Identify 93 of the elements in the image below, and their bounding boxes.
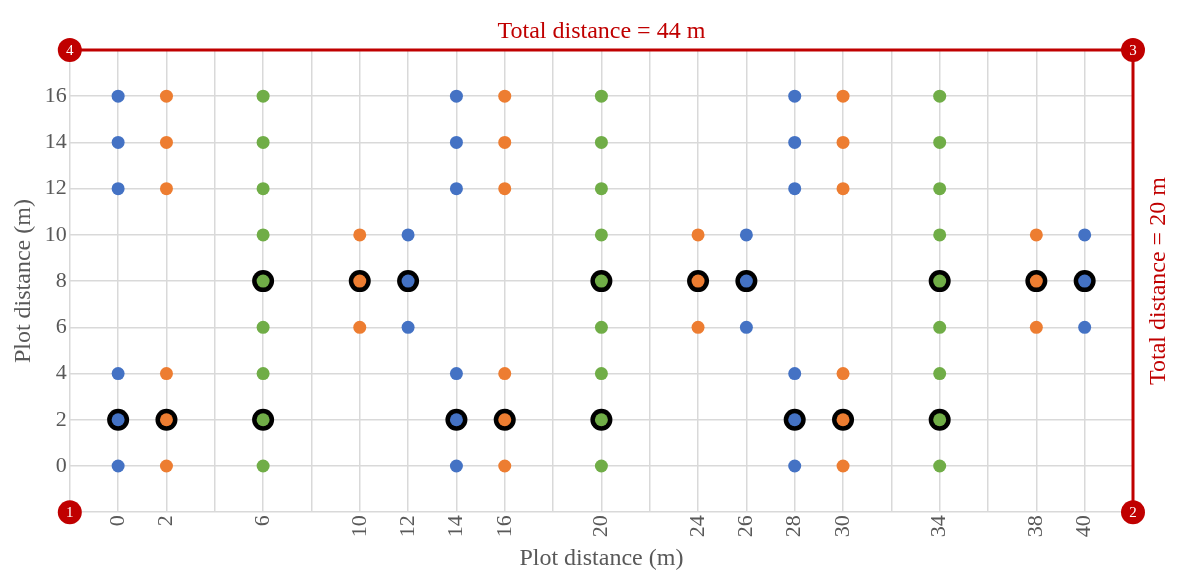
y-tick-label: 16 bbox=[44, 82, 67, 107]
point bbox=[739, 320, 753, 334]
point bbox=[449, 89, 463, 103]
x-tick-label: 12 bbox=[393, 515, 419, 538]
point bbox=[498, 89, 512, 103]
point bbox=[498, 135, 512, 149]
point bbox=[498, 367, 512, 381]
point bbox=[594, 459, 608, 473]
point bbox=[256, 459, 270, 473]
point bbox=[594, 320, 608, 334]
point bbox=[256, 135, 270, 149]
point bbox=[594, 367, 608, 381]
point bbox=[111, 182, 125, 196]
x-tick-label: 10 bbox=[345, 515, 371, 538]
y-tick-label: 10 bbox=[44, 220, 67, 246]
y-tick-label: 12 bbox=[44, 174, 67, 200]
point bbox=[691, 320, 705, 334]
point bbox=[1078, 320, 1092, 334]
point bbox=[256, 320, 270, 334]
point bbox=[256, 367, 270, 381]
point bbox=[1078, 228, 1092, 242]
point bbox=[401, 320, 415, 334]
point bbox=[836, 182, 850, 196]
point bbox=[1029, 320, 1043, 334]
point bbox=[111, 367, 125, 381]
x-tick-label: 26 bbox=[732, 515, 758, 538]
point bbox=[933, 367, 947, 381]
annotation: Total distance = 44 m bbox=[497, 17, 706, 44]
x-axis-title: Plot distance (m) bbox=[519, 543, 684, 570]
point bbox=[256, 89, 270, 103]
y-tick-label: 6 bbox=[55, 313, 67, 339]
x-tick-label: 28 bbox=[780, 515, 806, 538]
y-tick-label: 4 bbox=[55, 359, 67, 385]
annotation: 1 bbox=[66, 504, 74, 521]
x-tick-label: 30 bbox=[828, 515, 854, 538]
point bbox=[449, 135, 463, 149]
point bbox=[594, 228, 608, 242]
point bbox=[933, 182, 947, 196]
point bbox=[159, 135, 173, 149]
point bbox=[449, 367, 463, 381]
y-tick-label: 8 bbox=[55, 266, 67, 292]
y-tick-label: 2 bbox=[55, 405, 67, 431]
x-tick-label: 20 bbox=[587, 515, 613, 538]
point bbox=[1029, 228, 1043, 242]
point bbox=[159, 89, 173, 103]
point bbox=[353, 228, 367, 242]
point bbox=[836, 459, 850, 473]
x-tick-label: 40 bbox=[1070, 515, 1096, 538]
point bbox=[159, 182, 173, 196]
point bbox=[111, 459, 125, 473]
x-tick-label: 34 bbox=[925, 515, 951, 538]
annotation: Total distance = 20 m bbox=[1144, 176, 1171, 386]
x-tick-label: 16 bbox=[490, 515, 516, 538]
point bbox=[788, 182, 802, 196]
point bbox=[594, 182, 608, 196]
x-tick-label: 38 bbox=[1022, 515, 1048, 538]
point bbox=[933, 135, 947, 149]
y-axis-title: Plot distance (m) bbox=[8, 199, 35, 364]
point bbox=[739, 228, 753, 242]
point bbox=[933, 320, 947, 334]
x-tick-label: 6 bbox=[248, 515, 274, 527]
point bbox=[594, 135, 608, 149]
point bbox=[594, 89, 608, 103]
point bbox=[788, 459, 802, 473]
x-tick-label: 14 bbox=[442, 515, 468, 538]
point bbox=[353, 320, 367, 334]
point bbox=[449, 459, 463, 473]
point bbox=[159, 367, 173, 381]
point bbox=[933, 459, 947, 473]
point bbox=[256, 182, 270, 196]
point bbox=[256, 228, 270, 242]
x-tick-label: 24 bbox=[683, 515, 709, 538]
point bbox=[159, 459, 173, 473]
point bbox=[691, 228, 705, 242]
point bbox=[836, 135, 850, 149]
point bbox=[401, 228, 415, 242]
x-tick-label: 0 bbox=[103, 515, 129, 527]
point bbox=[111, 89, 125, 103]
y-tick-label: 14 bbox=[44, 128, 67, 154]
annotation: 3 bbox=[1129, 41, 1137, 58]
point bbox=[933, 89, 947, 103]
point bbox=[449, 182, 463, 196]
point bbox=[836, 367, 850, 381]
point bbox=[498, 182, 512, 196]
point bbox=[788, 89, 802, 103]
point bbox=[836, 89, 850, 103]
point bbox=[788, 135, 802, 149]
point bbox=[933, 228, 947, 242]
x-tick-label: 2 bbox=[152, 515, 178, 527]
y-tick-label: 0 bbox=[55, 451, 67, 477]
point bbox=[111, 135, 125, 149]
point bbox=[498, 459, 512, 473]
point bbox=[788, 367, 802, 381]
